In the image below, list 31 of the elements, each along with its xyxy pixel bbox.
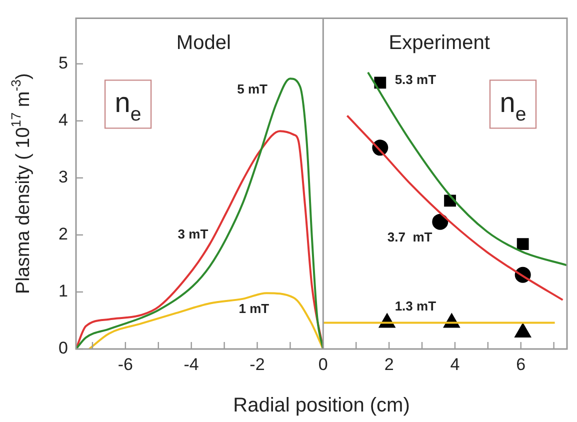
- x-tick-label: -6: [118, 354, 133, 374]
- x-axis-title: Radial position (cm): [233, 394, 410, 417]
- y-tick-label: 2: [58, 224, 68, 244]
- y-tick-label: 1: [58, 282, 68, 301]
- x-tick-label: 2: [384, 354, 394, 374]
- line-series: [366, 71, 567, 266]
- y-tick-label: 3: [58, 168, 68, 187]
- point: [374, 76, 386, 89]
- x-tick-label: 0: [318, 354, 328, 374]
- series-label: 1 mT: [238, 301, 270, 316]
- x-tick-label: -4: [184, 354, 199, 374]
- point: [514, 323, 531, 338]
- x-tick-label: 4: [450, 354, 460, 374]
- y-tick-label: 0: [58, 338, 68, 358]
- x-tick-label: -2: [250, 354, 265, 374]
- line-series: [76, 78, 324, 349]
- series-label: 5 mT: [237, 82, 268, 97]
- y-tick-label: 5: [58, 54, 68, 73]
- x-tick-label: 6: [516, 354, 526, 374]
- series-label: 3.7 mT: [387, 229, 432, 244]
- annotation: Model: [176, 32, 231, 54]
- line-series: [76, 130, 324, 349]
- y-axis-title: Plasma density ( 1017 m-3): [8, 73, 34, 294]
- point: [432, 214, 448, 230]
- series-label: 3 mT: [178, 226, 208, 242]
- series-label: 1.3 mT: [394, 298, 436, 314]
- point: [516, 238, 529, 250]
- series-label: 5.3 mT: [394, 72, 436, 87]
- line-series: [88, 292, 324, 349]
- y-tick-label: 4: [58, 110, 68, 130]
- annotation: Experiment: [388, 32, 490, 54]
